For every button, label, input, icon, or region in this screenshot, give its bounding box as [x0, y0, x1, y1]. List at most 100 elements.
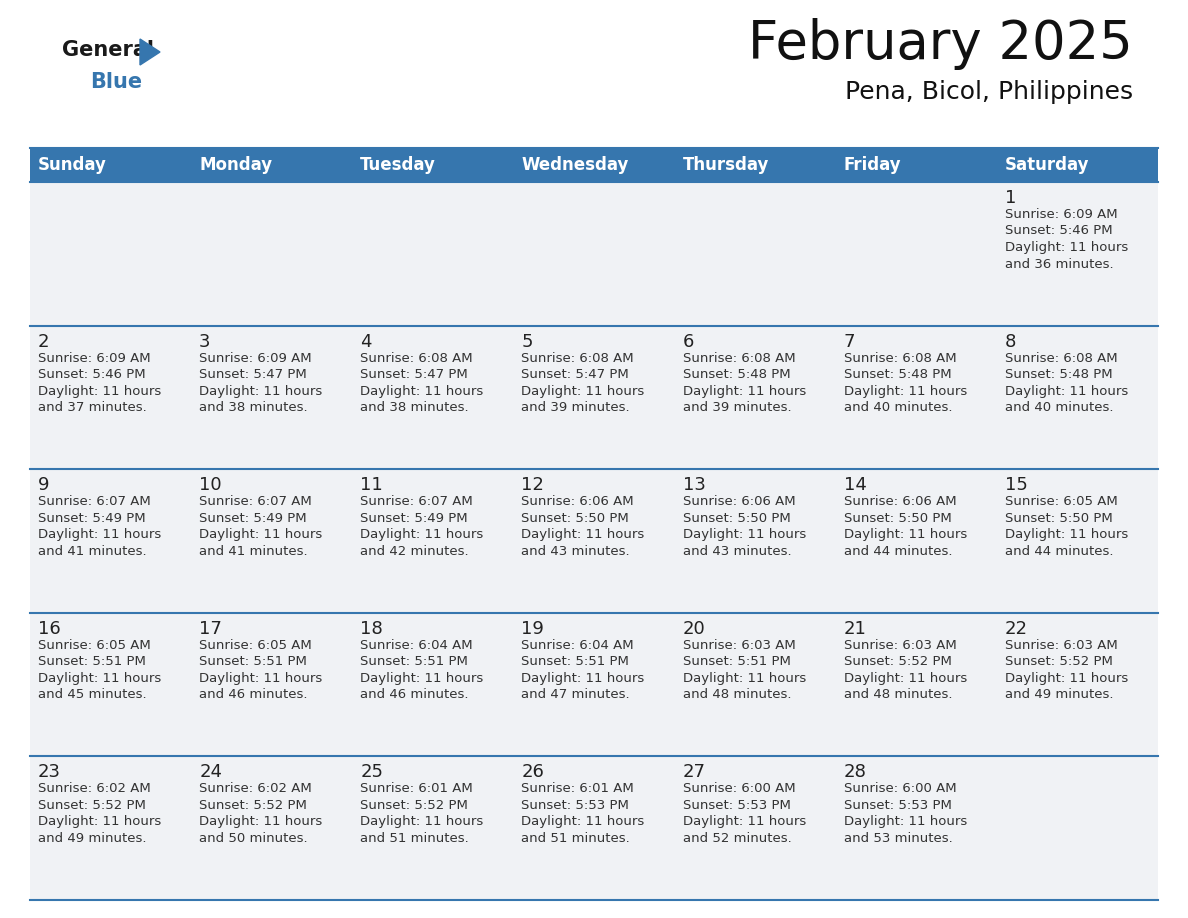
Text: 23: 23 — [38, 764, 61, 781]
Text: Sunrise: 6:05 AM: Sunrise: 6:05 AM — [200, 639, 312, 652]
Text: Sunset: 5:51 PM: Sunset: 5:51 PM — [360, 655, 468, 668]
Bar — [191, 469, 353, 613]
Text: Daylight: 11 hours: Daylight: 11 hours — [683, 385, 805, 397]
Text: Pena, Bicol, Philippines: Pena, Bicol, Philippines — [845, 80, 1133, 104]
Text: Daylight: 11 hours: Daylight: 11 hours — [200, 528, 322, 542]
Text: Daylight: 11 hours: Daylight: 11 hours — [360, 385, 484, 397]
Text: Monday: Monday — [200, 156, 272, 174]
Text: Sunset: 5:53 PM: Sunset: 5:53 PM — [683, 799, 790, 812]
Text: Sunset: 5:48 PM: Sunset: 5:48 PM — [683, 368, 790, 381]
Text: 13: 13 — [683, 476, 706, 494]
Text: 5: 5 — [522, 332, 533, 351]
Text: Daylight: 11 hours: Daylight: 11 hours — [200, 672, 322, 685]
Text: Sunrise: 6:07 AM: Sunrise: 6:07 AM — [200, 495, 312, 509]
Bar — [997, 182, 1158, 326]
Text: Sunset: 5:47 PM: Sunset: 5:47 PM — [522, 368, 630, 381]
Text: Sunrise: 6:08 AM: Sunrise: 6:08 AM — [522, 352, 634, 364]
Text: 11: 11 — [360, 476, 383, 494]
Text: Sunset: 5:50 PM: Sunset: 5:50 PM — [522, 511, 630, 525]
Bar — [997, 326, 1158, 469]
Text: Sunrise: 6:09 AM: Sunrise: 6:09 AM — [1005, 208, 1118, 221]
Bar — [191, 613, 353, 756]
Text: 6: 6 — [683, 332, 694, 351]
Text: Sunset: 5:51 PM: Sunset: 5:51 PM — [200, 655, 307, 668]
Text: Daylight: 11 hours: Daylight: 11 hours — [683, 528, 805, 542]
Bar — [675, 182, 835, 326]
Text: Sunrise: 6:02 AM: Sunrise: 6:02 AM — [38, 782, 151, 795]
Text: Sunset: 5:49 PM: Sunset: 5:49 PM — [38, 511, 146, 525]
Text: Sunrise: 6:01 AM: Sunrise: 6:01 AM — [522, 782, 634, 795]
Text: Sunrise: 6:09 AM: Sunrise: 6:09 AM — [38, 352, 151, 364]
Text: Sunrise: 6:07 AM: Sunrise: 6:07 AM — [360, 495, 473, 509]
Text: Daylight: 11 hours: Daylight: 11 hours — [522, 672, 645, 685]
Text: Wednesday: Wednesday — [522, 156, 628, 174]
Text: Daylight: 11 hours: Daylight: 11 hours — [843, 385, 967, 397]
Bar — [513, 326, 675, 469]
Text: Sunrise: 6:05 AM: Sunrise: 6:05 AM — [1005, 495, 1118, 509]
Bar — [997, 613, 1158, 756]
Text: Daylight: 11 hours: Daylight: 11 hours — [522, 385, 645, 397]
Text: and 50 minutes.: and 50 minutes. — [200, 832, 308, 845]
Text: and 38 minutes.: and 38 minutes. — [360, 401, 469, 414]
Text: Daylight: 11 hours: Daylight: 11 hours — [522, 528, 645, 542]
Bar — [353, 326, 513, 469]
Text: Tuesday: Tuesday — [360, 156, 436, 174]
Text: 24: 24 — [200, 764, 222, 781]
Text: Daylight: 11 hours: Daylight: 11 hours — [200, 385, 322, 397]
Text: 25: 25 — [360, 764, 384, 781]
Text: and 47 minutes.: and 47 minutes. — [522, 688, 630, 701]
Text: Sunrise: 6:08 AM: Sunrise: 6:08 AM — [683, 352, 795, 364]
Text: and 44 minutes.: and 44 minutes. — [843, 544, 953, 558]
Text: 9: 9 — [38, 476, 50, 494]
Text: and 52 minutes.: and 52 minutes. — [683, 832, 791, 845]
Bar — [997, 148, 1158, 182]
Bar — [30, 756, 191, 900]
Text: Sunrise: 6:03 AM: Sunrise: 6:03 AM — [1005, 639, 1118, 652]
Bar — [997, 756, 1158, 900]
Text: 7: 7 — [843, 332, 855, 351]
Text: Sunset: 5:49 PM: Sunset: 5:49 PM — [200, 511, 307, 525]
Text: 10: 10 — [200, 476, 222, 494]
Text: 2: 2 — [38, 332, 50, 351]
Text: Daylight: 11 hours: Daylight: 11 hours — [1005, 385, 1129, 397]
Text: Daylight: 11 hours: Daylight: 11 hours — [1005, 528, 1129, 542]
Text: and 41 minutes.: and 41 minutes. — [38, 544, 146, 558]
Bar — [997, 469, 1158, 613]
Text: 16: 16 — [38, 620, 61, 638]
Text: Daylight: 11 hours: Daylight: 11 hours — [1005, 241, 1129, 254]
Text: 15: 15 — [1005, 476, 1028, 494]
Bar — [675, 613, 835, 756]
Text: Sunset: 5:48 PM: Sunset: 5:48 PM — [1005, 368, 1112, 381]
Text: and 51 minutes.: and 51 minutes. — [522, 832, 630, 845]
Text: and 39 minutes.: and 39 minutes. — [522, 401, 630, 414]
Text: 27: 27 — [683, 764, 706, 781]
Text: and 39 minutes.: and 39 minutes. — [683, 401, 791, 414]
Text: Sunset: 5:52 PM: Sunset: 5:52 PM — [38, 799, 146, 812]
Text: Sunset: 5:50 PM: Sunset: 5:50 PM — [843, 511, 952, 525]
Text: and 40 minutes.: and 40 minutes. — [1005, 401, 1113, 414]
Text: 4: 4 — [360, 332, 372, 351]
Bar — [513, 182, 675, 326]
Bar — [191, 326, 353, 469]
Bar — [513, 613, 675, 756]
Text: Sunrise: 6:06 AM: Sunrise: 6:06 AM — [683, 495, 795, 509]
Text: Sunrise: 6:01 AM: Sunrise: 6:01 AM — [360, 782, 473, 795]
Bar — [30, 469, 191, 613]
Bar — [835, 469, 997, 613]
Text: Sunset: 5:50 PM: Sunset: 5:50 PM — [683, 511, 790, 525]
Text: Daylight: 11 hours: Daylight: 11 hours — [360, 815, 484, 828]
Text: 14: 14 — [843, 476, 866, 494]
Text: and 46 minutes.: and 46 minutes. — [360, 688, 469, 701]
Text: 18: 18 — [360, 620, 383, 638]
Bar — [675, 148, 835, 182]
Text: Sunset: 5:52 PM: Sunset: 5:52 PM — [843, 655, 952, 668]
Text: Daylight: 11 hours: Daylight: 11 hours — [38, 815, 162, 828]
Bar — [675, 756, 835, 900]
Text: Sunrise: 6:03 AM: Sunrise: 6:03 AM — [683, 639, 795, 652]
Text: Daylight: 11 hours: Daylight: 11 hours — [38, 672, 162, 685]
Text: Sunrise: 6:04 AM: Sunrise: 6:04 AM — [522, 639, 634, 652]
Text: Sunrise: 6:06 AM: Sunrise: 6:06 AM — [843, 495, 956, 509]
Bar — [353, 148, 513, 182]
Text: Sunset: 5:49 PM: Sunset: 5:49 PM — [360, 511, 468, 525]
Bar — [835, 756, 997, 900]
